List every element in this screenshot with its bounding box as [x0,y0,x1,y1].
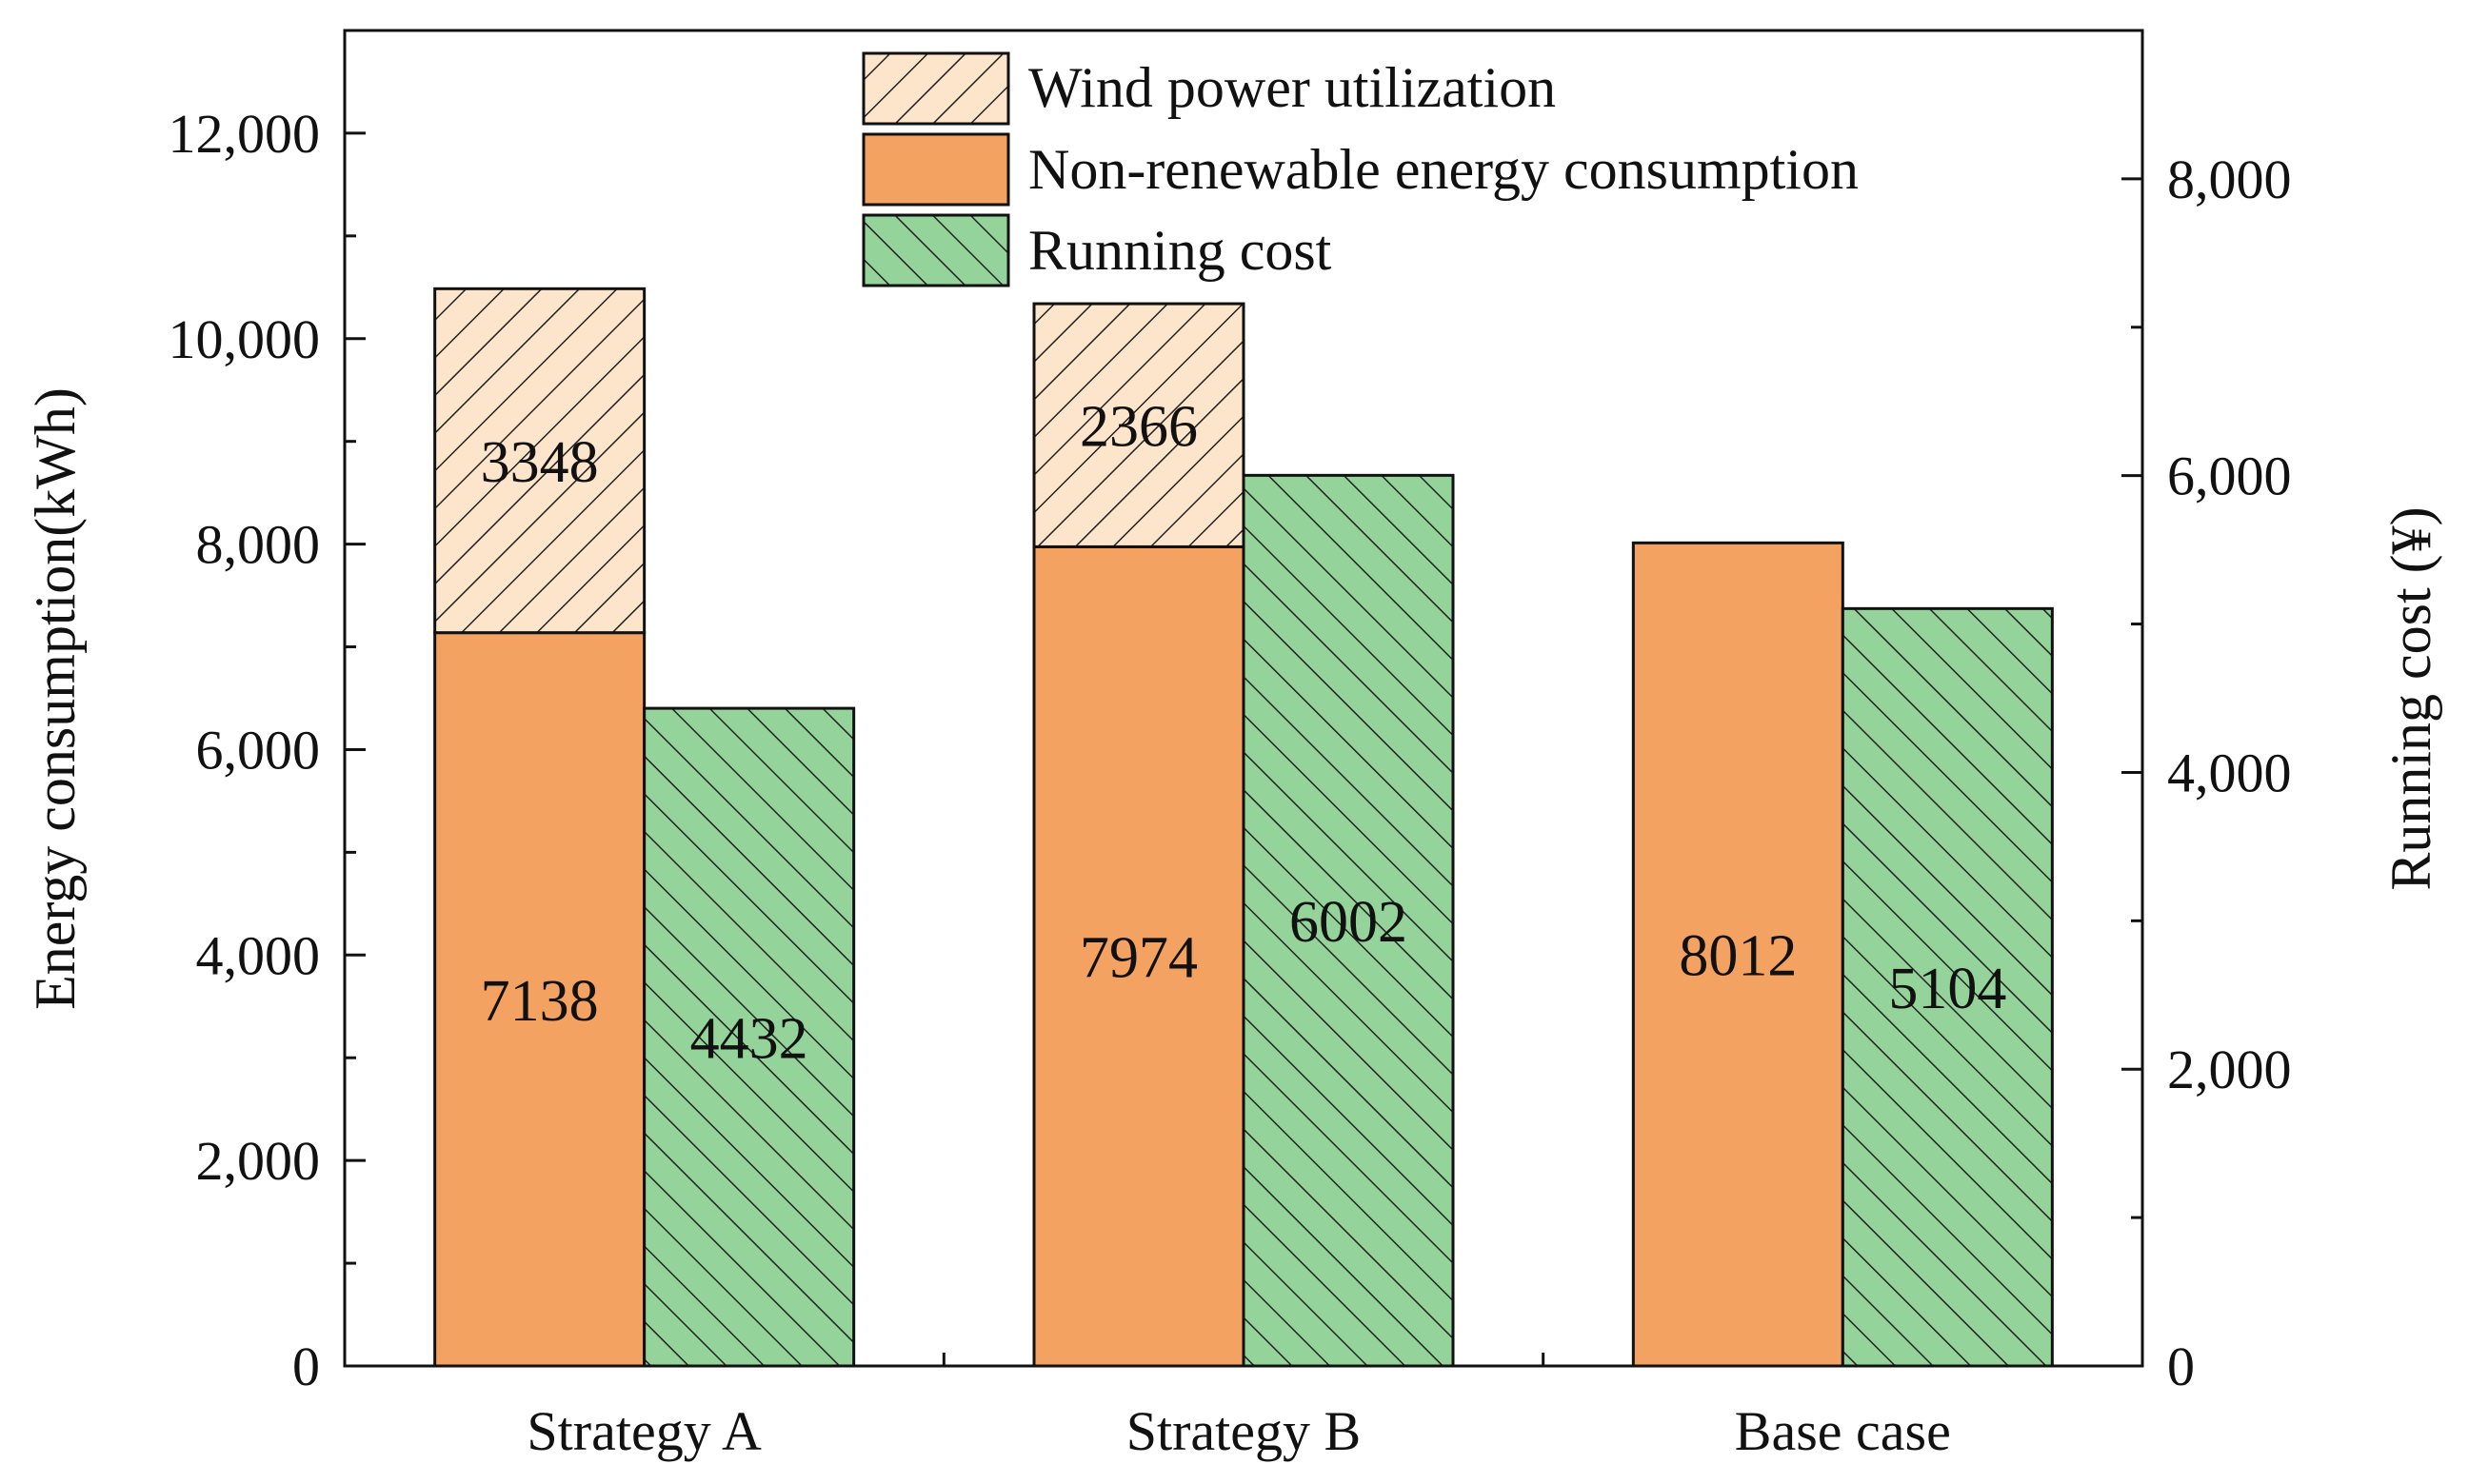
legend-label-wind: Wind power utilization [1028,56,1556,119]
left-tick-label: 10,000 [169,308,321,370]
plot-frame [343,29,2144,1368]
right-axis: 0 2,000 4,000 6,000 8,000 [2121,148,2292,1397]
legend-label-nonrenewable: Non-renewable energy consumption [1028,138,1859,201]
bar-nonrenewable-strategy-a [433,631,647,1368]
bar-nonrenewable-strategy-b [1032,544,1245,1368]
right-axis-title: Running cost (¥) [2379,506,2442,890]
x-axis: Strategy A Strategy B Base case [527,1353,1951,1462]
left-tick-label: 0 [292,1336,320,1397]
right-tick-label: 4,000 [2167,742,2292,803]
left-tick-label: 6,000 [196,719,321,781]
left-tick-label: 12,000 [169,103,321,165]
data-label-cost-strategy-b: 6002 [1289,890,1407,955]
data-label-nonrenewable-strategy-a: 7138 [481,969,599,1034]
data-label-nonrenewable-strategy-b: 7974 [1080,926,1198,991]
legend-swatch-cost [862,213,1010,287]
data-label-nonrenewable-base-case: 8012 [1679,924,1797,989]
data-label-wind-strategy-a: 3348 [481,430,599,495]
right-tick-label: 0 [2167,1336,2195,1397]
bar-cost-strategy-a [643,706,856,1368]
x-tick-label-strategy-b: Strategy B [1126,1400,1361,1462]
left-axis-title: Energy consumption(kWh) [24,387,87,1010]
legend-swatch-nonrenewable [862,132,1010,207]
bar-cost-base-case [1841,606,2054,1368]
right-tick-label: 2,000 [2167,1039,2292,1100]
left-tick-label: 8,000 [196,514,321,576]
legend-swatch-wind [862,51,1010,126]
left-tick-label: 2,000 [196,1130,321,1192]
bar-wind-strategy-a [433,287,647,635]
bar-cost-strategy-b [1242,473,1455,1368]
data-label-wind-strategy-b: 2366 [1080,395,1198,460]
right-tick-label: 6,000 [2167,445,2292,507]
left-tick-label: 4,000 [196,924,321,986]
bar-labels-layer: 7138 3348 4432 7974 2366 6002 8012 5104 [481,395,2007,1072]
data-label-cost-strategy-a: 4432 [690,1007,808,1072]
right-tick-label: 8,000 [2167,148,2292,210]
data-label-cost-base-case: 5104 [1888,957,2006,1021]
legend: Wind power utilization Non-renewable ene… [862,51,1859,287]
x-tick-label-base-case: Base case [1735,1400,1951,1462]
bars-layer [433,287,2054,1368]
left-axis: 0 2,000 4,000 6,000 8,000 10,000 12,000 [169,103,366,1397]
legend-label-cost: Running cost [1028,219,1332,282]
x-tick-label-strategy-a: Strategy A [527,1400,762,1462]
bar-wind-strategy-b [1032,302,1245,548]
